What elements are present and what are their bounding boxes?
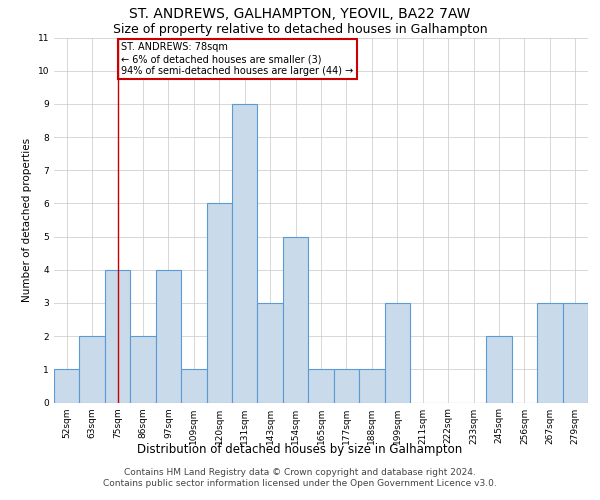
Bar — [54, 370, 79, 402]
Bar — [359, 370, 385, 402]
Text: Distribution of detached houses by size in Galhampton: Distribution of detached houses by size … — [137, 442, 463, 456]
Bar — [308, 370, 334, 402]
Bar — [232, 104, 257, 403]
Text: Size of property relative to detached houses in Galhampton: Size of property relative to detached ho… — [113, 22, 487, 36]
Bar — [257, 303, 283, 402]
Text: ST. ANDREWS, GALHAMPTON, YEOVIL, BA22 7AW: ST. ANDREWS, GALHAMPTON, YEOVIL, BA22 7A… — [130, 8, 470, 22]
Bar — [206, 204, 232, 402]
Bar — [537, 303, 563, 402]
Bar — [283, 236, 308, 402]
Text: ST. ANDREWS: 78sqm
← 6% of detached houses are smaller (3)
94% of semi-detached : ST. ANDREWS: 78sqm ← 6% of detached hous… — [121, 42, 353, 76]
Bar — [156, 270, 181, 402]
Bar — [181, 370, 206, 402]
Bar — [105, 270, 130, 402]
Y-axis label: Number of detached properties: Number of detached properties — [22, 138, 32, 302]
Bar — [79, 336, 105, 402]
Bar — [130, 336, 156, 402]
Bar — [385, 303, 410, 402]
Bar — [334, 370, 359, 402]
Bar — [486, 336, 512, 402]
Bar — [563, 303, 588, 402]
Text: Contains HM Land Registry data © Crown copyright and database right 2024.
Contai: Contains HM Land Registry data © Crown c… — [103, 468, 497, 487]
